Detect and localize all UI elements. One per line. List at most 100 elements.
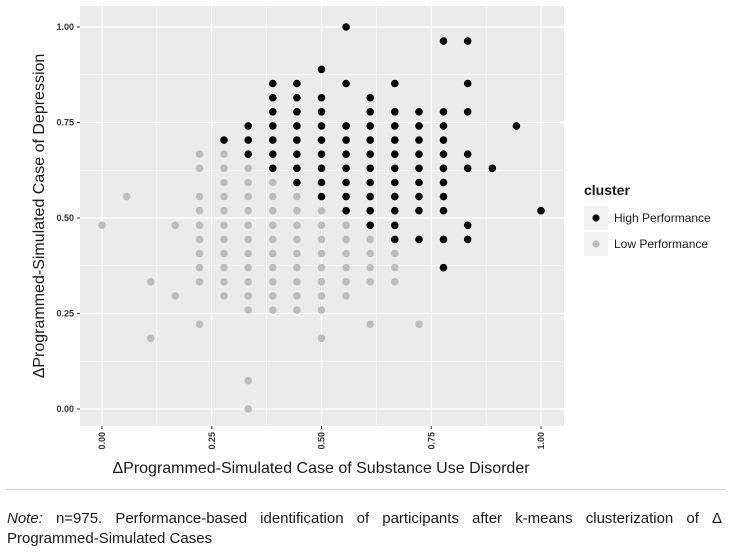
data-point xyxy=(269,136,277,144)
data-point xyxy=(366,192,375,201)
data-point xyxy=(366,263,375,272)
data-point xyxy=(439,150,448,158)
data-point xyxy=(171,221,180,230)
data-point xyxy=(415,108,423,116)
data-point xyxy=(512,122,521,130)
data-point xyxy=(463,150,472,158)
data-point xyxy=(244,292,252,300)
data-point xyxy=(463,79,472,88)
data-point xyxy=(220,221,228,230)
data-point xyxy=(293,292,301,300)
data-point xyxy=(342,235,350,244)
data-point xyxy=(439,37,448,45)
y-tick-label: 0.75 xyxy=(56,118,74,128)
data-point xyxy=(342,164,350,173)
y-tick-label: 0.00 xyxy=(56,404,74,414)
data-point xyxy=(146,278,155,286)
data-point xyxy=(342,136,350,144)
data-point xyxy=(195,263,204,272)
data-point xyxy=(317,150,326,158)
note-text: n=975. Performance-based identification … xyxy=(7,510,722,547)
scatter-chart: 0.00 0.25 0.50 0.75 1.00 0.00 0.25 0.50 0.75 1.00… xyxy=(31,6,711,477)
data-point xyxy=(415,150,423,158)
data-point xyxy=(317,122,326,130)
note-label: Note: xyxy=(7,510,43,527)
data-point xyxy=(220,192,228,201)
data-point xyxy=(415,136,423,144)
data-point xyxy=(342,178,350,187)
data-point xyxy=(293,178,301,187)
data-point xyxy=(463,108,472,116)
data-point xyxy=(366,206,375,215)
data-point xyxy=(293,249,301,258)
data-point xyxy=(415,235,423,244)
data-point xyxy=(391,122,399,130)
y-tick-label: 0.25 xyxy=(56,309,74,319)
data-point xyxy=(293,108,301,116)
data-point xyxy=(220,263,228,272)
data-point xyxy=(195,320,204,329)
data-point xyxy=(463,235,472,244)
data-point xyxy=(269,93,277,102)
data-point xyxy=(366,178,375,187)
data-point xyxy=(171,292,180,300)
data-point xyxy=(317,306,326,314)
data-point xyxy=(537,206,545,215)
data-point xyxy=(244,150,252,158)
data-point xyxy=(293,136,301,144)
data-point xyxy=(244,221,252,230)
data-point xyxy=(366,122,375,130)
data-point xyxy=(391,164,399,173)
series-high-performance xyxy=(220,23,545,272)
data-point xyxy=(269,278,277,286)
data-point xyxy=(269,150,277,158)
data-point xyxy=(391,150,399,158)
data-point xyxy=(317,192,326,201)
data-point xyxy=(463,37,472,45)
data-point xyxy=(342,263,350,272)
data-point xyxy=(220,150,228,158)
y-tick-label: 0.50 xyxy=(56,213,74,223)
y-tick-label: 1.00 xyxy=(56,22,74,32)
data-point xyxy=(366,221,375,230)
data-point xyxy=(269,206,277,215)
data-point xyxy=(317,108,326,116)
data-point xyxy=(439,136,448,144)
data-point xyxy=(366,164,375,173)
legend-dot-low-performance xyxy=(592,240,600,248)
data-point xyxy=(293,93,301,102)
data-point xyxy=(391,79,399,88)
data-point xyxy=(366,320,375,329)
data-point xyxy=(269,122,277,130)
data-point xyxy=(195,249,204,258)
data-point xyxy=(415,178,423,187)
data-point xyxy=(220,278,228,286)
data-point xyxy=(269,108,277,116)
data-point xyxy=(317,249,326,258)
data-point xyxy=(220,206,228,215)
data-point xyxy=(293,79,301,88)
data-point xyxy=(342,122,350,130)
data-point xyxy=(391,192,399,201)
data-point xyxy=(415,192,423,201)
data-point xyxy=(488,164,497,173)
data-point xyxy=(269,292,277,300)
data-point xyxy=(366,136,375,144)
data-point xyxy=(415,206,423,215)
data-point xyxy=(317,206,326,215)
data-point xyxy=(391,108,399,116)
legend-dot-high-performance xyxy=(592,214,600,222)
data-point xyxy=(195,206,204,215)
data-point xyxy=(220,136,228,144)
data-point xyxy=(244,235,252,244)
data-point xyxy=(293,192,301,201)
data-point xyxy=(244,249,252,258)
x-tick-label: 0.00 xyxy=(97,432,107,450)
data-point xyxy=(366,150,375,158)
data-point xyxy=(317,292,326,300)
data-point xyxy=(220,178,228,187)
data-point xyxy=(342,278,350,286)
data-point xyxy=(244,192,252,201)
data-point xyxy=(439,164,448,173)
data-point xyxy=(342,150,350,158)
